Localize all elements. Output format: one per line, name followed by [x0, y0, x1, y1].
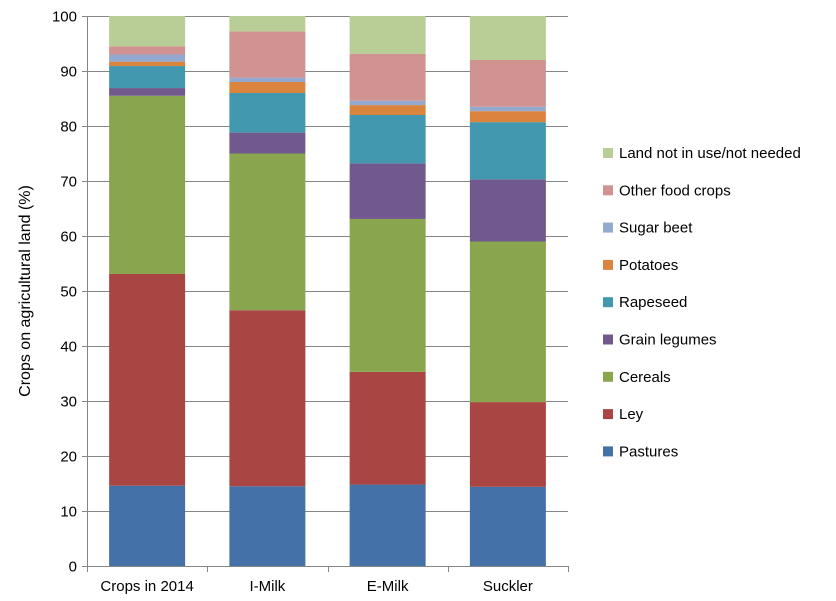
- x-tick-label-suckler: Suckler: [483, 578, 533, 595]
- x-tick-label-crops-in-2014: Crops in 2014: [100, 578, 193, 595]
- legend-swatch-pastures: [603, 446, 613, 457]
- legend-swatch-other-food-crops: [603, 185, 613, 196]
- legend-label-other-food-crops: Other food crops: [619, 182, 731, 199]
- legend-label-potatoes: Potatoes: [619, 257, 678, 274]
- bar-cereals-1: [229, 153, 306, 311]
- legend-swatch-grain-legumes: [603, 334, 613, 345]
- bar-sugar-beet-3: [469, 106, 546, 112]
- y-tick-label-60: 60: [60, 229, 77, 246]
- x-tick-label-i-milk: I-Milk: [249, 578, 285, 595]
- bar-sugar-beet-1: [229, 77, 306, 82]
- bar-pastures-3: [469, 486, 546, 566]
- bar-land-not-in-use-not-needed-3: [469, 16, 546, 60]
- y-tick-label-70: 70: [60, 174, 77, 191]
- bar-land-not-in-use-not-needed-1: [229, 16, 306, 32]
- y-tick-label-10: 10: [60, 504, 77, 521]
- y-tick-label-40: 40: [60, 339, 77, 356]
- bar-potatoes-3: [469, 111, 546, 123]
- bar-pastures-2: [349, 484, 426, 566]
- bar-grain-legumes-2: [349, 163, 426, 219]
- y-tick-label-20: 20: [60, 449, 77, 466]
- bar-other-food-crops-2: [349, 53, 426, 101]
- bar-grain-legumes-0: [109, 88, 186, 96]
- y-tick-label-50: 50: [60, 284, 77, 301]
- bar-cereals-3: [469, 241, 546, 403]
- bar-potatoes-0: [109, 61, 186, 67]
- bar-pastures-0: [109, 485, 186, 566]
- bar-sugar-beet-0: [109, 54, 186, 62]
- legend-label-land-not-in-use-not-needed: Land not in use/not needed: [619, 145, 801, 162]
- bar-ley-2: [349, 371, 426, 485]
- y-tick-label-30: 30: [60, 394, 77, 411]
- bar-potatoes-2: [349, 105, 426, 115]
- x-axis-ticks: Crops in 2014 I-Milk E-Milk Suckler: [87, 566, 569, 595]
- legend-label-grain-legumes: Grain legumes: [619, 332, 717, 349]
- legend-swatch-ley: [603, 409, 613, 420]
- bar-rapeseed-0: [109, 66, 186, 89]
- bar-other-food-crops-0: [109, 46, 186, 55]
- bar-other-food-crops-1: [229, 31, 306, 78]
- bar-land-not-in-use-not-needed-0: [109, 16, 186, 47]
- bar-rapeseed-3: [469, 122, 546, 180]
- legend-label-rapeseed: Rapeseed: [619, 294, 687, 311]
- bar-grain-legumes-3: [469, 179, 546, 242]
- bar-ley-1: [229, 310, 306, 487]
- bar-ley-3: [469, 402, 546, 487]
- legend-label-sugar-beet: Sugar beet: [619, 220, 693, 237]
- x-tick-label-e-milk: E-Milk: [367, 578, 409, 595]
- legend-swatch-land-not-in-use-not-needed: [603, 148, 613, 158]
- y-axis-ticks: 0 10 20 30 40 50 60 70 80 90 100: [52, 9, 87, 576]
- y-axis-title: Crops on agricultural land (%): [17, 185, 34, 397]
- bar-cereals-2: [349, 218, 426, 372]
- bar-stacks: [109, 16, 546, 566]
- y-tick-label-80: 80: [60, 119, 77, 136]
- bar-grain-legumes-1: [229, 132, 306, 154]
- bar-rapeseed-2: [349, 115, 426, 164]
- legend-swatch-cereals: [603, 371, 613, 382]
- legend: Land not in use/not needed Other food cro…: [603, 145, 801, 460]
- axes: [87, 16, 568, 567]
- bar-potatoes-1: [229, 82, 306, 93]
- legend-label-cereals: Cereals: [619, 369, 671, 386]
- legend-label-ley: Ley: [619, 406, 644, 423]
- bar-sugar-beet-2: [349, 100, 426, 106]
- legend-label-pastures: Pastures: [619, 443, 678, 460]
- y-tick-label-0: 0: [69, 559, 77, 576]
- bar-rapeseed-1: [229, 93, 306, 133]
- bar-pastures-1: [229, 486, 306, 566]
- bar-other-food-crops-3: [469, 60, 546, 107]
- bar-ley-0: [109, 273, 186, 486]
- legend-swatch-sugar-beet: [603, 222, 613, 233]
- bar-cereals-0: [109, 95, 186, 274]
- y-tick-label-90: 90: [60, 64, 77, 81]
- legend-swatch-potatoes: [603, 259, 613, 270]
- y-tick-label-100: 100: [52, 9, 77, 26]
- legend-swatch-rapeseed: [603, 297, 613, 308]
- bar-land-not-in-use-not-needed-2: [349, 16, 426, 54]
